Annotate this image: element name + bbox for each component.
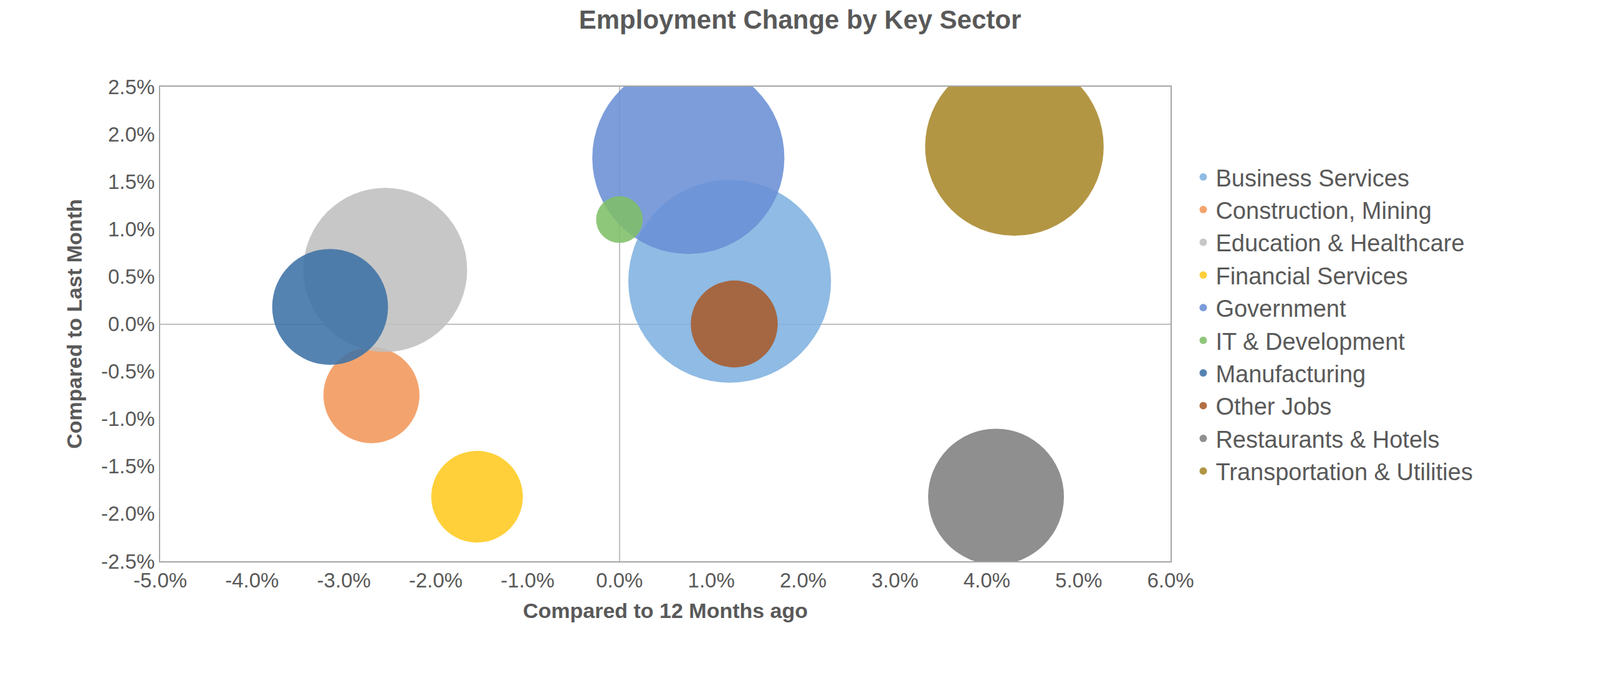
svg-text:5.0%: 5.0% [1055,568,1102,592]
svg-text:Employment Change by Key Secto: Employment Change by Key Sector [579,4,1022,35]
svg-text:1.0%: 1.0% [107,217,155,241]
svg-text:Compared to Last Month: Compared to Last Month [62,198,87,449]
svg-text:1.5%: 1.5% [107,170,155,194]
svg-text:Manufacturing: Manufacturing [1215,360,1366,388]
svg-text:Financial Services: Financial Services [1215,263,1408,290]
svg-text:Government: Government [1215,295,1347,322]
svg-text:-1.0%: -1.0% [100,407,155,431]
svg-text:-3.0%: -3.0% [317,568,371,592]
svg-text:6.0%: 6.0% [1146,568,1194,592]
svg-text:0.0%: 0.0% [595,568,643,592]
svg-text:Education & Healthcare: Education & Healthcare [1215,229,1465,257]
svg-text:0.0%: 0.0% [107,312,155,336]
svg-text:Business Services: Business Services [1215,165,1409,192]
svg-text:-0.5%: -0.5% [100,359,155,383]
svg-text:1.0%: 1.0% [688,568,735,592]
svg-text:Other Jobs: Other Jobs [1215,393,1332,420]
svg-text:-1.5%: -1.5% [100,454,155,478]
svg-text:0.5%: 0.5% [107,264,155,288]
svg-text:2.5%: 2.5% [107,75,155,99]
svg-text:Compared to 12 Months ago: Compared to 12 Months ago [522,598,808,623]
svg-text:-2.5%: -2.5% [100,549,155,573]
svg-text:2.0%: 2.0% [107,122,155,146]
svg-text:-2.0%: -2.0% [408,568,463,592]
svg-text:IT & Development: IT & Development [1215,328,1405,355]
svg-text:2.0%: 2.0% [779,568,827,592]
svg-text:-5.0%: -5.0% [133,568,187,592]
svg-text:Construction, Mining: Construction, Mining [1215,197,1432,224]
svg-text:Transportation & Utilities: Transportation & Utilities [1215,458,1473,485]
svg-text:4.0%: 4.0% [963,568,1011,592]
svg-text:-2.0%: -2.0% [100,501,155,525]
svg-text:3.0%: 3.0% [871,568,919,592]
svg-text:-4.0%: -4.0% [225,568,279,592]
svg-text:Restaurants & Hotels: Restaurants & Hotels [1215,426,1440,453]
svg-text:-1.0%: -1.0% [500,568,555,592]
